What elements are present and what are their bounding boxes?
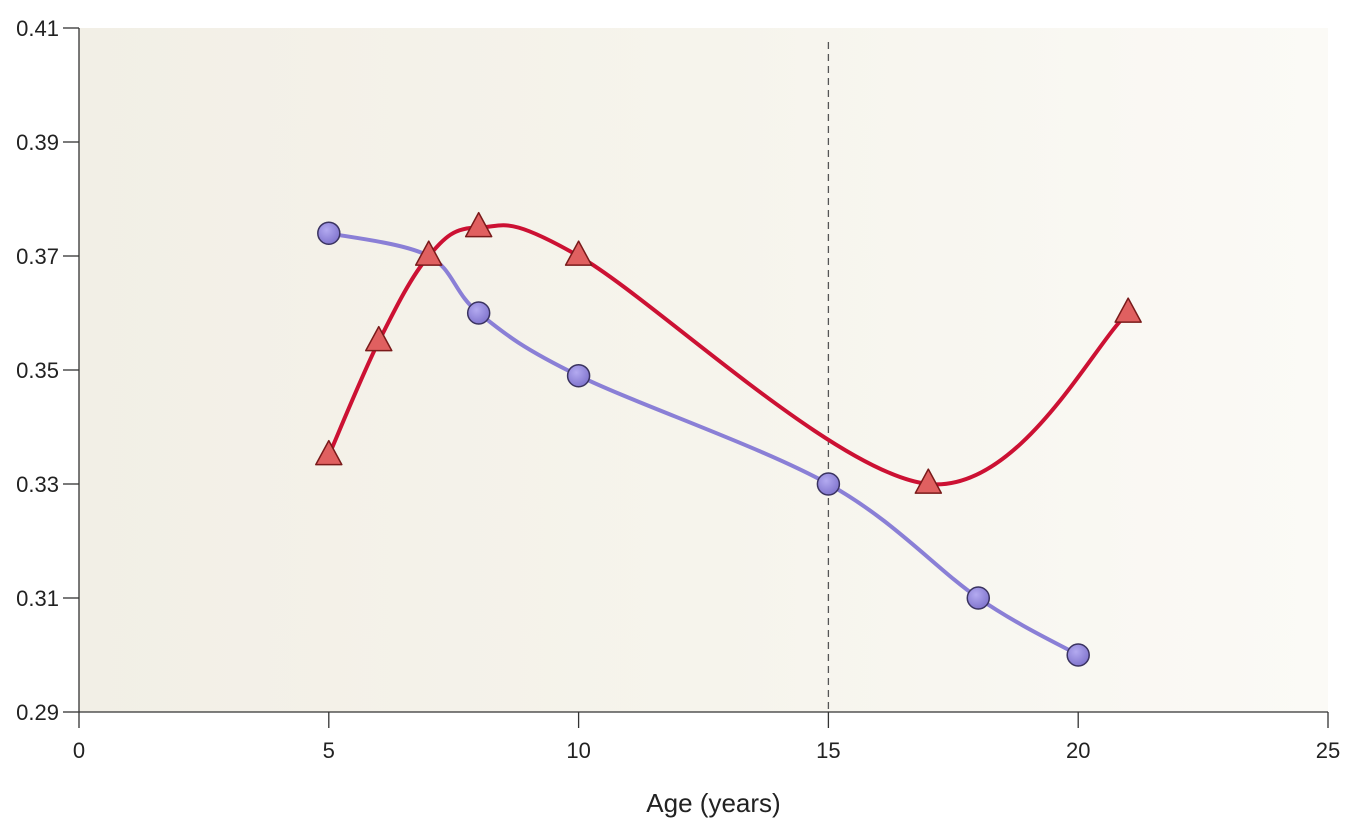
y-tick-label: 0.39: [16, 130, 59, 155]
series-2-point: [564, 240, 593, 266]
y-tick-label: 0.37: [16, 244, 59, 269]
series-1-point: [966, 586, 991, 610]
series-2-point: [414, 240, 443, 266]
x-tick-label: 15: [816, 738, 840, 763]
y-tick-label: 0.41: [16, 16, 59, 41]
y-tick-label: 0.29: [16, 700, 59, 725]
x-tick-label: 10: [566, 738, 590, 763]
x-tick-label: 5: [323, 738, 335, 763]
series-2-point: [1114, 297, 1142, 323]
x-tick-label: 25: [1316, 738, 1340, 763]
series-2-point: [914, 468, 943, 494]
series-2-point: [464, 211, 493, 238]
series-2-point: [315, 439, 343, 466]
series-1-point: [317, 221, 341, 245]
y-tick-label: 0.31: [16, 586, 59, 611]
plot-background: [79, 28, 1328, 712]
y-tick-label: 0.35: [16, 358, 59, 383]
x-tick-label: 20: [1066, 738, 1090, 763]
series-2-point: [365, 325, 393, 352]
y-tick-label: 0.33: [16, 472, 59, 497]
x-axis-title: Age (years): [646, 788, 780, 818]
series-1-point: [466, 301, 491, 325]
x-tick-label: 0: [73, 738, 85, 763]
series-1-point: [1066, 643, 1090, 667]
series-1-point: [566, 363, 591, 388]
series-1-point: [816, 472, 841, 496]
